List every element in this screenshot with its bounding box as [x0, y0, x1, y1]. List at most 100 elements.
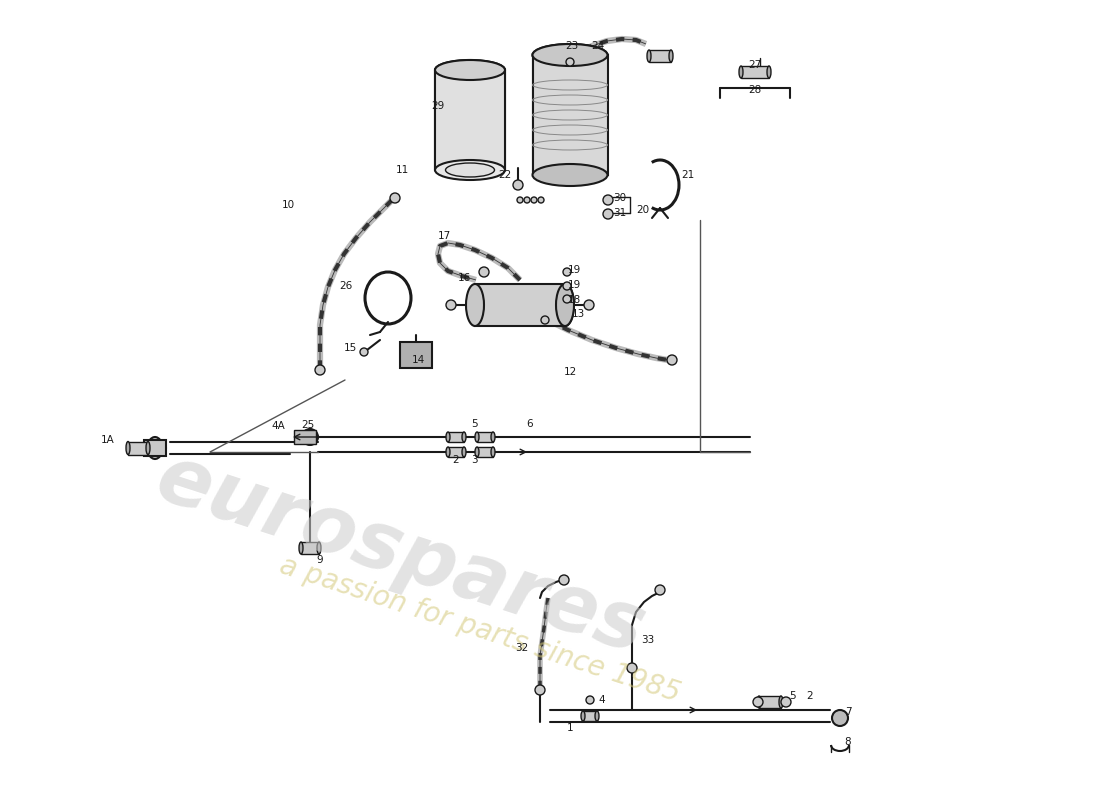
Text: 32: 32	[516, 643, 529, 653]
Text: 17: 17	[438, 231, 451, 241]
Text: 19: 19	[568, 265, 581, 275]
Ellipse shape	[581, 711, 585, 721]
Text: 16: 16	[458, 273, 471, 283]
Bar	[294, 430, 316, 444]
Bar	[448, 447, 464, 457]
Bar	[434, 70, 505, 170]
Ellipse shape	[475, 447, 478, 457]
Ellipse shape	[317, 542, 321, 554]
Circle shape	[315, 365, 324, 375]
Ellipse shape	[434, 160, 505, 180]
Circle shape	[603, 209, 613, 219]
Text: 33: 33	[641, 635, 654, 645]
Text: 24: 24	[592, 41, 605, 51]
Ellipse shape	[491, 447, 495, 457]
Text: 6: 6	[527, 419, 534, 429]
Bar	[475, 284, 565, 326]
Ellipse shape	[532, 164, 607, 186]
Ellipse shape	[739, 66, 742, 78]
Circle shape	[446, 300, 456, 310]
Ellipse shape	[434, 60, 505, 80]
Text: a passion for parts since 1985: a passion for parts since 1985	[276, 552, 684, 708]
Ellipse shape	[767, 66, 771, 78]
Bar	[128, 442, 148, 454]
Circle shape	[563, 295, 571, 303]
Bar	[649, 50, 671, 62]
Text: 29: 29	[431, 101, 444, 111]
Bar	[301, 542, 319, 554]
Ellipse shape	[126, 442, 130, 454]
Circle shape	[563, 268, 571, 276]
Ellipse shape	[556, 284, 574, 326]
Bar	[400, 342, 432, 368]
Circle shape	[754, 697, 763, 707]
Text: 5: 5	[789, 691, 795, 701]
Text: 9: 9	[317, 555, 323, 565]
Ellipse shape	[434, 60, 505, 80]
Circle shape	[667, 355, 676, 365]
Text: 18: 18	[568, 295, 581, 305]
Ellipse shape	[757, 696, 761, 708]
Ellipse shape	[532, 44, 607, 66]
Bar	[583, 711, 597, 721]
Text: 4A: 4A	[271, 421, 285, 431]
Text: 23: 23	[565, 41, 579, 51]
Text: 12: 12	[563, 367, 576, 377]
Text: 11: 11	[395, 165, 408, 175]
Text: 30: 30	[614, 193, 627, 203]
Text: 15: 15	[343, 343, 356, 353]
Circle shape	[627, 663, 637, 673]
Text: 5: 5	[471, 419, 477, 429]
Ellipse shape	[446, 163, 495, 177]
Ellipse shape	[475, 432, 478, 442]
Circle shape	[586, 696, 594, 704]
Ellipse shape	[779, 696, 783, 708]
Text: 7: 7	[845, 707, 851, 717]
Text: 1A: 1A	[101, 435, 114, 445]
Ellipse shape	[491, 432, 495, 442]
Bar	[477, 447, 493, 457]
Circle shape	[513, 180, 522, 190]
Text: 13: 13	[571, 309, 584, 319]
Ellipse shape	[147, 437, 163, 459]
Text: 2: 2	[453, 455, 460, 465]
Ellipse shape	[466, 284, 484, 326]
Text: 3: 3	[471, 455, 477, 465]
Circle shape	[584, 300, 594, 310]
Circle shape	[832, 710, 848, 726]
Ellipse shape	[446, 432, 450, 442]
Text: 2: 2	[806, 691, 813, 701]
Circle shape	[559, 575, 569, 585]
Text: 19: 19	[568, 280, 581, 290]
Circle shape	[538, 197, 544, 203]
Ellipse shape	[647, 50, 651, 62]
Ellipse shape	[144, 441, 166, 455]
Bar	[741, 66, 769, 78]
Circle shape	[566, 58, 574, 66]
Circle shape	[360, 348, 368, 356]
Ellipse shape	[446, 447, 450, 457]
Bar	[534, 55, 608, 175]
Circle shape	[535, 685, 544, 695]
Ellipse shape	[532, 44, 607, 66]
Text: 10: 10	[282, 200, 295, 210]
Text: 8: 8	[845, 737, 851, 747]
Circle shape	[541, 316, 549, 324]
Text: 20: 20	[636, 205, 649, 215]
Circle shape	[517, 197, 522, 203]
Text: 28: 28	[748, 85, 761, 95]
Text: 14: 14	[411, 355, 425, 365]
Circle shape	[390, 193, 400, 203]
Circle shape	[302, 429, 318, 445]
Bar	[448, 432, 464, 442]
Circle shape	[478, 267, 490, 277]
Ellipse shape	[146, 442, 150, 454]
Circle shape	[531, 197, 537, 203]
Bar	[144, 440, 166, 456]
Ellipse shape	[299, 542, 303, 554]
Text: 25: 25	[301, 420, 315, 430]
Text: 31: 31	[614, 208, 627, 218]
Ellipse shape	[462, 447, 466, 457]
Ellipse shape	[595, 711, 600, 721]
Circle shape	[781, 697, 791, 707]
